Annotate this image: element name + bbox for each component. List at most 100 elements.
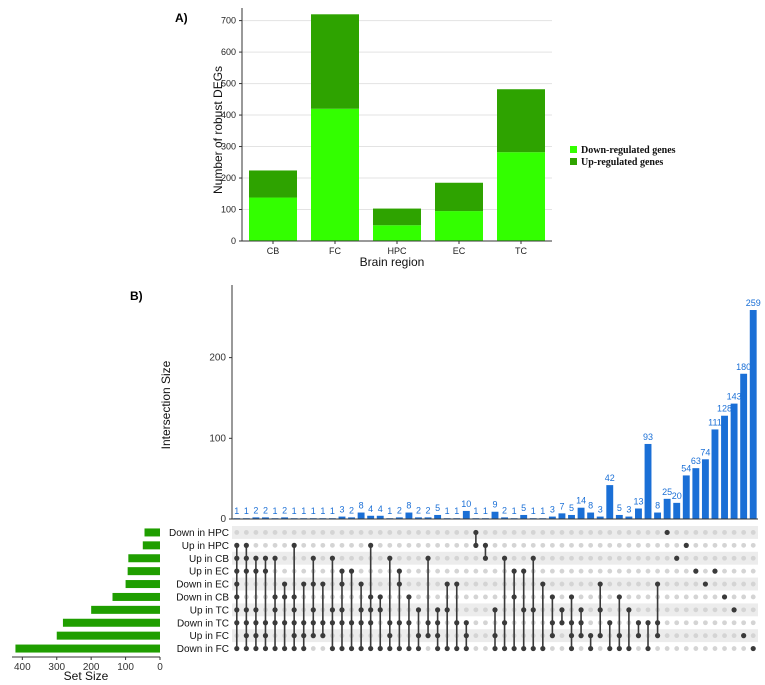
matrix-dot-on [501,620,508,626]
bar-up-tc [497,89,545,153]
intersection-count-label: 8 [588,501,593,511]
matrix-dot-off [712,555,718,561]
matrix-dot-off [722,581,727,587]
intersection-count-label: 20 [672,491,682,501]
matrix-dot-on [645,645,651,652]
matrix-dot-on [339,581,345,587]
matrix-dot-on [597,607,603,613]
matrix-dot-off [588,607,594,613]
matrix-dot-off [655,555,660,561]
matrix-dot-off [731,568,737,574]
matrix-dot-off [741,568,747,574]
matrix-dot-off [540,542,546,548]
matrix-dot-on [463,645,469,652]
matrix-dot-off [588,542,594,548]
matrix-dot-on [234,568,240,574]
set-size-tick-label: 200 [83,662,100,673]
intersection-count-label: 5 [617,503,622,513]
matrix-dot-on [501,645,508,652]
matrix-dot-off [703,620,708,626]
intersection-bar [367,515,375,519]
matrix-dot-off [741,594,747,600]
set-size-bar [15,644,160,653]
matrix-dot-off [339,530,345,535]
panel-a-label: A) [175,11,188,25]
matrix-dot-off [616,555,622,561]
matrix-dot-off [559,594,565,600]
matrix-dot-off [645,581,651,587]
matrix-dot-on [243,542,249,548]
matrix-dot-off [339,555,345,561]
matrix-dot-on [368,594,374,600]
matrix-dot-off [320,646,326,651]
panel-a-bars [249,14,545,241]
matrix-dot-off [703,568,708,574]
matrix-dot-on [645,620,651,626]
set-size-bar [142,541,160,550]
matrix-dot-on [387,620,393,626]
panel-a: A) 0 100 200 300 400 500 600 700 CB FC HPC EC TC Br… [175,8,676,269]
matrix-dot-on [368,607,374,613]
intersection-bar [424,517,432,519]
matrix-dot-on [721,594,728,600]
matrix-dot-off [444,530,450,535]
matrix-dot-on [702,581,709,587]
panel-a-y-axis-title: Number of robust DEGs [211,66,225,194]
matrix-dot-off [435,568,441,574]
matrix-dot-off [636,568,641,574]
matrix-dot-on [741,633,747,639]
matrix-dot-off [731,530,737,535]
matrix-dot-off [616,581,622,587]
matrix-dot-off [636,581,641,587]
intersection-bar [395,517,403,519]
matrix-dot-off [597,568,603,574]
matrix-dot-on [559,607,565,613]
intersection-count-label: 8 [359,501,364,511]
set-size-axis-title: Set Size [64,669,109,683]
matrix-dot-on [272,594,278,600]
matrix-dot-off [674,646,680,651]
matrix-dot-on [291,620,297,626]
matrix-dot-on [339,645,345,652]
matrix-dot-off [559,542,565,548]
matrix-dot-on [473,542,479,548]
intersection-bar [577,507,585,519]
matrix-dot-off [377,555,383,561]
matrix-dot-off [578,530,584,535]
y-tick-label: 400 [221,110,236,120]
matrix-dot-off [683,568,689,574]
y-tick-label: 100 [221,205,236,215]
matrix-dot-off [549,555,555,561]
matrix-dot-off [492,555,498,561]
matrix-dot-off [473,594,479,600]
matrix-dot-on [549,633,555,639]
matrix-dot-off [645,594,651,600]
matrix-dot-on [348,568,355,574]
set-size-axis: 400 300 200 100 0 [12,656,163,673]
matrix-dot-off [636,542,641,548]
matrix-dot-off [502,530,507,535]
matrix-dot-off [655,530,660,535]
matrix-dot-off [559,646,565,651]
matrix-dot-on [463,620,469,626]
intersection-bar [711,429,719,519]
matrix-dot-on [291,633,297,639]
matrix-dot-off [588,620,594,626]
intersection-count-label: 3 [598,505,603,515]
matrix-dot-off [282,530,287,535]
matrix-dot-on [368,620,374,626]
matrix-dot-on [492,645,498,652]
y-tick-label: 0 [231,236,236,246]
matrix-dot-on [339,568,345,574]
matrix-dot-on [473,529,479,536]
set-label: Up in FC [190,631,229,642]
matrix-dot-off [722,530,727,535]
matrix-dot-off [578,646,584,651]
matrix-dot-off [330,542,335,548]
matrix-dot-on [511,645,517,652]
matrix-dot-on [243,620,249,626]
matrix-dot-off [741,581,747,587]
panel-a-x-axis: CB FC HPC EC TC [242,240,552,256]
matrix-dot-off [722,633,727,639]
matrix-dot-off [683,555,689,561]
